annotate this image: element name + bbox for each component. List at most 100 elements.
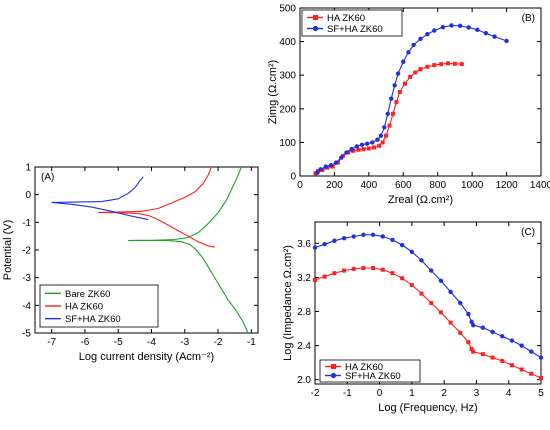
data-point	[322, 241, 327, 247]
series-line-a-2	[98, 166, 215, 248]
panel-label-b: (B)	[522, 13, 535, 24]
y-tick-label-b: 400	[279, 37, 296, 48]
series-line-b-1	[315, 62, 462, 174]
x-tick-label-c: 1	[409, 388, 415, 399]
legend-marker-b	[313, 15, 318, 20]
data-point	[438, 310, 443, 315]
data-point	[313, 277, 317, 282]
data-point	[333, 160, 339, 165]
data-point	[480, 325, 486, 330]
x-tick-label-a: -2	[214, 337, 223, 348]
data-point	[500, 334, 505, 339]
data-point	[446, 61, 451, 66]
data-point	[519, 343, 524, 348]
data-point	[438, 278, 444, 284]
y-tick-label-a: -3	[22, 273, 31, 284]
x-tick-label-b: 1000	[461, 180, 484, 191]
data-point	[475, 27, 480, 33]
data-point	[395, 71, 401, 76]
y-tick-label-a: -5	[22, 329, 31, 340]
y-tick-label-a: -4	[22, 301, 31, 312]
data-point	[466, 311, 471, 317]
data-point	[370, 232, 376, 237]
data-point	[448, 289, 453, 295]
legend-label-b: HA ZK60	[327, 13, 365, 24]
x-tick-label-b: 0	[297, 180, 303, 191]
data-point	[397, 90, 402, 94]
data-point	[458, 330, 463, 335]
legend-label-b: SF+HA ZK60	[327, 24, 383, 35]
data-point	[322, 274, 327, 279]
y-tick-label-c: 2.0	[297, 375, 311, 386]
data-point	[440, 24, 446, 30]
x-tick-label-a: -3	[180, 337, 189, 348]
y-tick-label-a: 0	[25, 190, 31, 201]
y-tick-label-b: 200	[279, 104, 296, 115]
data-point	[377, 143, 382, 148]
data-point	[529, 349, 534, 354]
data-point	[409, 283, 414, 288]
data-point	[312, 245, 318, 250]
legend-marker-b	[312, 25, 319, 32]
data-point	[366, 146, 371, 151]
data-point	[390, 237, 395, 243]
data-point	[403, 81, 408, 86]
series-b-2	[315, 23, 509, 175]
plot-frame-c	[314, 221, 542, 385]
data-point	[425, 64, 430, 69]
legend-label-c: SF+HA ZK60	[345, 371, 401, 382]
data-point	[356, 147, 361, 152]
series-line-a-1	[128, 166, 249, 334]
series-line-c-2	[314, 234, 542, 359]
data-point	[483, 31, 489, 36]
x-tick-label-b: 800	[429, 180, 446, 191]
x-axis-title-c: Log (Frequency, Hz)	[378, 402, 477, 414]
series-line-a-3	[51, 176, 149, 221]
data-point	[315, 170, 320, 175]
x-tick-label-b: 1400	[530, 180, 550, 191]
data-point	[394, 100, 399, 105]
panel-label-c: (C)	[521, 227, 535, 238]
data-point	[380, 234, 385, 239]
data-point	[480, 352, 485, 357]
data-point	[466, 25, 471, 30]
data-point	[500, 358, 505, 363]
data-point	[390, 111, 395, 116]
data-point	[418, 67, 423, 72]
legend-box-c	[319, 359, 421, 383]
data-point	[429, 301, 434, 305]
data-point	[411, 42, 416, 48]
data-point	[349, 146, 354, 152]
data-point	[372, 145, 377, 150]
data-point	[401, 59, 406, 64]
data-point	[539, 376, 543, 381]
y-axis-title-a: Potential (V)	[2, 220, 14, 281]
panel-a: -7 -6 -5 -4 -3 -2 -1 1 0 -1 -2 -3 -4 -5 Log current de…	[2, 163, 259, 363]
data-point	[471, 349, 476, 354]
panel-b: 0 200 400 600 800 1000 1200 1400 0 100 200 300 400 50…	[267, 4, 550, 207]
data-point	[429, 268, 434, 273]
x-tick-label-a: -5	[114, 337, 123, 348]
data-point	[469, 319, 474, 324]
y-axis-title-b: Zimg (Ω.cm²)	[267, 60, 279, 124]
data-point	[344, 150, 349, 155]
data-point	[361, 147, 366, 152]
data-point	[469, 347, 474, 352]
y-tick-label-b: 100	[279, 138, 296, 149]
data-point	[466, 340, 471, 345]
x-tick-label-b: 1200	[495, 180, 518, 191]
data-point	[382, 125, 387, 130]
data-point	[471, 322, 476, 328]
data-point	[392, 83, 397, 88]
series-c-2	[312, 232, 544, 360]
data-point	[459, 62, 464, 67]
data-point	[439, 62, 444, 67]
data-point	[432, 28, 437, 33]
y-tick-label-a: 1	[25, 163, 31, 174]
data-point	[341, 236, 347, 241]
y-tick-label-c: 3.6	[297, 239, 311, 250]
